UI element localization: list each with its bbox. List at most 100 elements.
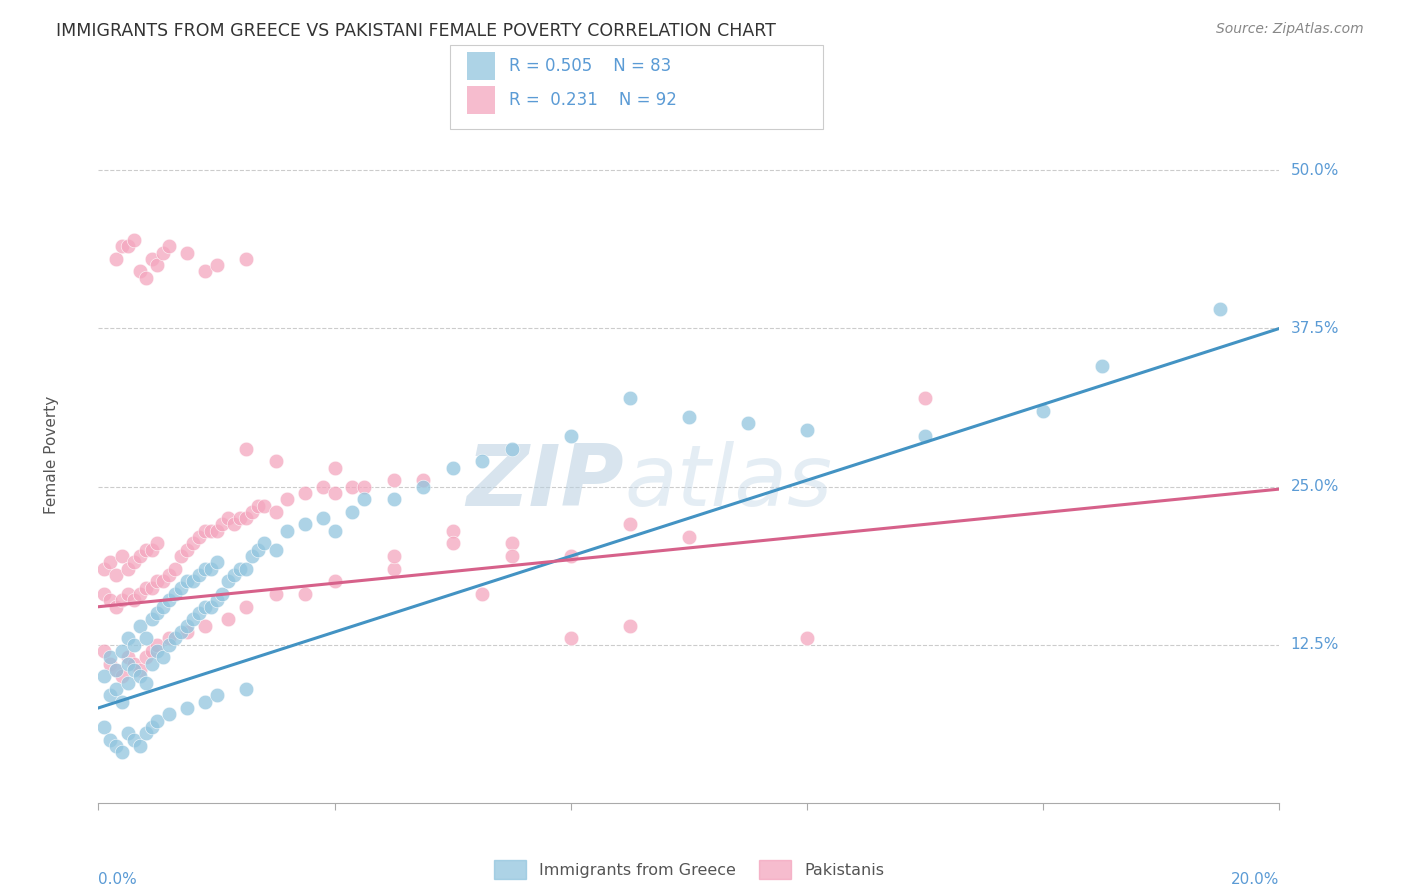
- Point: [128, 549, 150, 563]
- Point: [353, 492, 375, 507]
- Point: [141, 581, 163, 595]
- Point: [240, 505, 263, 519]
- Point: [128, 663, 150, 677]
- Point: [224, 517, 246, 532]
- Text: 25.0%: 25.0%: [1291, 479, 1339, 494]
- Point: [135, 270, 157, 285]
- Point: [253, 499, 276, 513]
- Point: [117, 632, 139, 646]
- Point: [187, 606, 209, 620]
- Point: [157, 239, 180, 253]
- Point: [229, 511, 252, 525]
- Point: [111, 593, 134, 607]
- Point: [323, 524, 346, 538]
- Point: [187, 568, 209, 582]
- Point: [205, 258, 228, 272]
- Point: [205, 556, 228, 570]
- Point: [200, 524, 222, 538]
- Point: [441, 460, 464, 475]
- Point: [353, 479, 375, 493]
- Point: [117, 657, 139, 671]
- Point: [217, 612, 239, 626]
- Point: [98, 732, 121, 747]
- Point: [141, 644, 163, 658]
- Point: [105, 599, 128, 614]
- Point: [205, 524, 228, 538]
- Point: [111, 239, 134, 253]
- Point: [93, 587, 115, 601]
- Point: [253, 536, 276, 550]
- Point: [135, 632, 157, 646]
- Point: [412, 473, 434, 487]
- Point: [382, 562, 405, 576]
- Point: [157, 568, 180, 582]
- Point: [323, 460, 346, 475]
- Point: [224, 568, 246, 582]
- Point: [105, 663, 128, 677]
- Point: [264, 505, 287, 519]
- Point: [200, 562, 222, 576]
- Point: [146, 644, 169, 658]
- Point: [176, 542, 198, 557]
- Point: [229, 562, 252, 576]
- Point: [146, 606, 169, 620]
- Text: atlas: atlas: [624, 442, 832, 524]
- Point: [128, 618, 150, 632]
- Point: [471, 454, 494, 468]
- Point: [235, 562, 257, 576]
- Point: [176, 625, 198, 640]
- Point: [135, 726, 157, 740]
- Point: [105, 568, 128, 582]
- Point: [560, 429, 582, 443]
- Point: [141, 252, 163, 266]
- Point: [128, 264, 150, 278]
- Point: [135, 675, 157, 690]
- Point: [98, 688, 121, 702]
- Point: [1209, 302, 1232, 317]
- Point: [93, 720, 115, 734]
- Point: [382, 549, 405, 563]
- Point: [181, 536, 204, 550]
- Point: [194, 264, 217, 278]
- Point: [157, 632, 180, 646]
- Point: [294, 587, 316, 601]
- Text: ZIP: ZIP: [467, 442, 624, 524]
- Point: [246, 499, 269, 513]
- Point: [176, 245, 198, 260]
- Point: [122, 657, 145, 671]
- Point: [619, 391, 641, 405]
- Point: [1091, 359, 1114, 374]
- Point: [122, 233, 145, 247]
- Point: [312, 479, 335, 493]
- Point: [105, 663, 128, 677]
- Point: [323, 486, 346, 500]
- Point: [146, 714, 169, 728]
- Point: [98, 650, 121, 665]
- Point: [796, 423, 818, 437]
- Point: [200, 599, 222, 614]
- Point: [117, 239, 139, 253]
- Point: [176, 618, 198, 632]
- Point: [217, 511, 239, 525]
- Point: [501, 549, 523, 563]
- Point: [111, 644, 134, 658]
- Point: [217, 574, 239, 589]
- Point: [619, 618, 641, 632]
- Text: 12.5%: 12.5%: [1291, 637, 1339, 652]
- Point: [152, 599, 174, 614]
- Point: [194, 695, 217, 709]
- Point: [914, 429, 936, 443]
- Point: [122, 556, 145, 570]
- Text: 20.0%: 20.0%: [1232, 872, 1279, 888]
- Point: [170, 581, 193, 595]
- Point: [141, 542, 163, 557]
- Point: [135, 581, 157, 595]
- Point: [246, 542, 269, 557]
- Text: 37.5%: 37.5%: [1291, 321, 1339, 336]
- Point: [796, 632, 818, 646]
- Point: [111, 745, 134, 759]
- Point: [117, 726, 139, 740]
- Point: [117, 587, 139, 601]
- Point: [194, 524, 217, 538]
- Point: [105, 252, 128, 266]
